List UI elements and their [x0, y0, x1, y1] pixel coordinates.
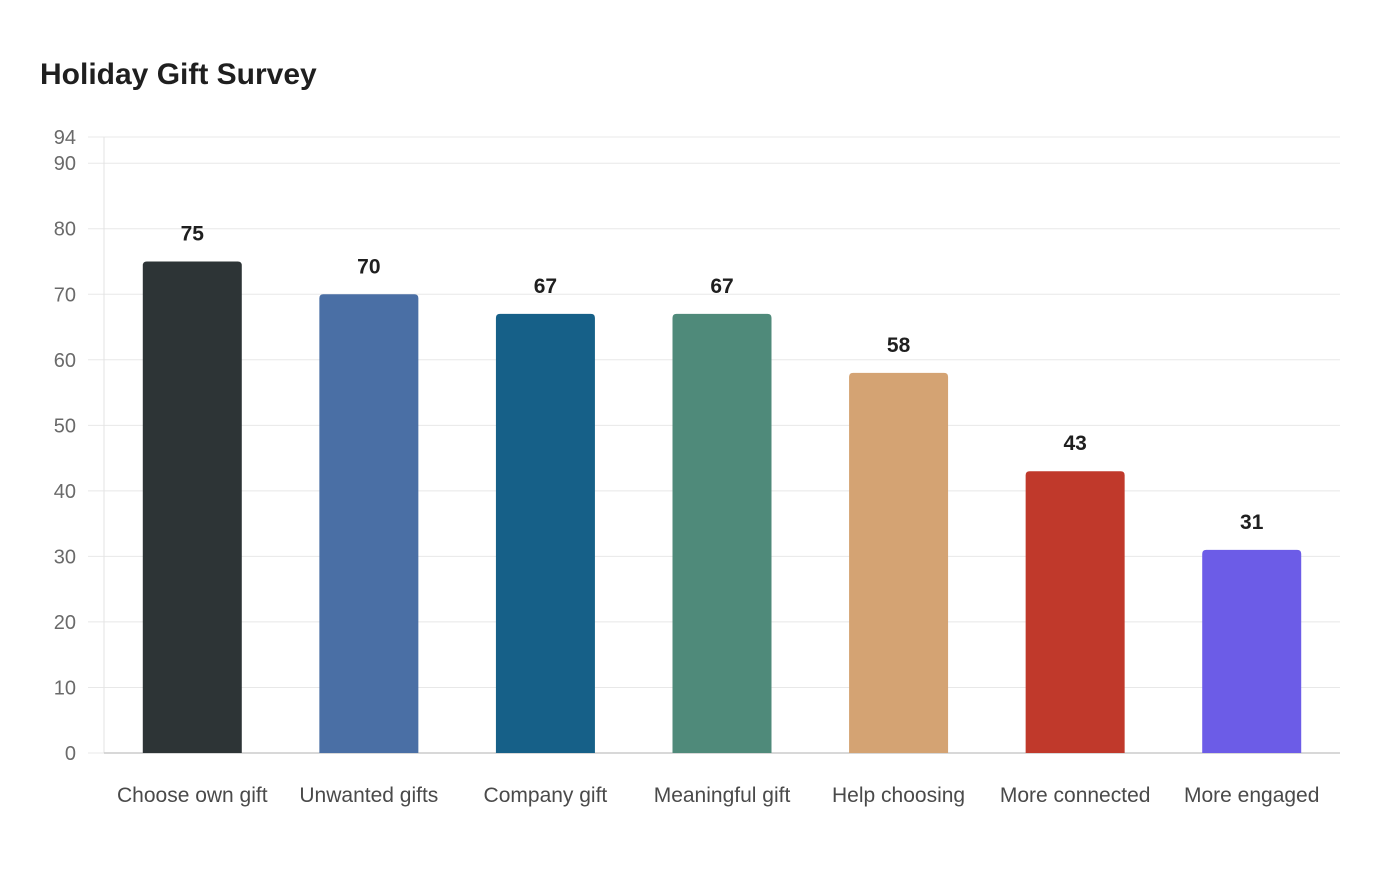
data-label: 67 — [710, 275, 733, 298]
y-tick-label: 60 — [54, 350, 76, 372]
data-label: 70 — [357, 255, 380, 278]
data-label: 43 — [1063, 432, 1086, 455]
bar-more-connected — [1025, 471, 1125, 753]
bar-meaningful-gift — [672, 313, 772, 753]
y-tick-label: 40 — [54, 481, 76, 503]
data-label: 31 — [1240, 511, 1264, 534]
y-tick-label: 90 — [54, 153, 76, 175]
x-tick-label: Choose own gift — [117, 784, 268, 807]
bar-choose-own-gift — [142, 261, 242, 753]
bar-company-gift — [495, 313, 595, 753]
y-tick-label: 70 — [54, 284, 76, 306]
x-tick-label: Unwanted gifts — [299, 784, 438, 807]
bar-unwanted-gifts — [319, 294, 419, 753]
y-tick-label: 30 — [54, 546, 76, 568]
y-tick-label: 94 — [54, 127, 76, 149]
x-tick-label: Help choosing — [832, 784, 965, 807]
x-tick-label: More connected — [1000, 784, 1151, 807]
labels: 0 10 20 30 40 50 60 70 80 90 94 75 Choose own gift 70… — [54, 127, 1320, 807]
y-tick-label: 80 — [54, 219, 76, 241]
data-label: 58 — [887, 334, 911, 357]
y-tick-label: 10 — [54, 677, 76, 699]
data-label: 67 — [534, 275, 557, 298]
x-tick-label: Meaningful gift — [654, 784, 791, 807]
bar-more-engaged — [1202, 549, 1302, 753]
x-tick-label: More engaged — [1184, 784, 1319, 807]
y-tick-label: 20 — [54, 612, 76, 634]
y-tick-label: 50 — [54, 415, 76, 437]
x-tick-label: Company gift — [484, 784, 608, 807]
bar-help-choosing — [849, 372, 949, 753]
bars — [142, 261, 1302, 753]
y-tick-label: 0 — [65, 743, 76, 765]
data-label: 75 — [181, 223, 205, 246]
chart-title: Holiday Gift Survey — [40, 58, 317, 91]
